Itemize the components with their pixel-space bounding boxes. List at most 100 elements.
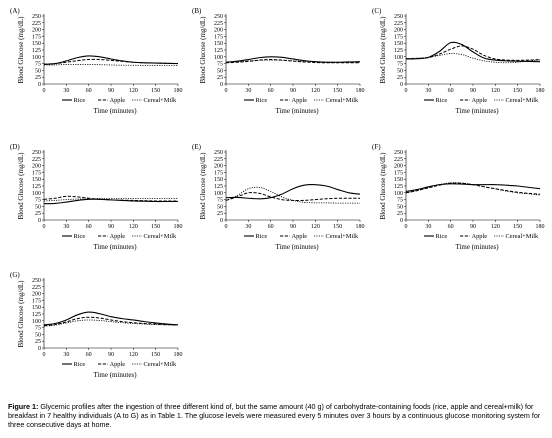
x-tick-label: 150 [151,88,160,94]
y-tick-label: 225 [394,157,403,163]
x-tick-label: 90 [108,352,114,358]
legend-label: Rice [436,97,448,104]
y-tick-label: 0 [38,82,41,88]
x-tick-label: 120 [491,88,500,94]
y-tick-label: 225 [214,157,223,163]
x-tick-label: 60 [268,88,274,94]
y-tick-label: 75 [217,62,223,68]
y-axis-label: Blood Glucose (mg/dL) [379,152,387,220]
chart-svg: (D)Blood Glucose (mg/dL)0255075100125150… [10,143,183,251]
y-tick-label: 250 [32,150,41,156]
series-line [43,195,178,202]
x-tick-label: 180 [174,88,183,94]
y-tick-label: 150 [214,41,223,47]
y-tick-label: 225 [32,285,41,291]
caption-text: Glycemic profiles after the ingestion of… [8,402,541,429]
y-tick-label: 0 [220,218,223,224]
x-tick-label: 90 [108,224,114,230]
y-tick-label: 25 [217,75,223,81]
x-tick-label: 0 [405,224,408,230]
y-tick-label: 150 [32,305,41,311]
x-tick-label: 120 [311,224,320,230]
legend-label: Cereal+Milk [506,233,540,240]
chart-panel: (E) Blood Glucose (mg/dL) 0 25 50 75 100 125 150… [186,140,366,268]
y-tick-label: 125 [32,184,41,190]
y-tick-label: 225 [394,21,403,27]
legend-label: Apple [292,97,308,104]
legend-label: Apple [110,361,126,368]
x-tick-label: 60 [448,88,454,94]
x-axis-label: Time (minutes) [455,107,499,115]
y-tick-label: 75 [35,62,41,68]
y-axis-label: Blood Glucose (mg/dL) [17,280,25,348]
x-tick-label: 90 [108,88,114,94]
x-tick-label: 180 [536,224,545,230]
y-tick-label: 75 [397,62,403,68]
x-tick-label: 0 [43,224,46,230]
y-tick-label: 0 [400,218,403,224]
legend-label: Apple [472,97,488,104]
x-tick-label: 60 [448,224,454,230]
y-tick-label: 250 [394,150,403,156]
y-tick-label: 75 [217,198,223,204]
series-line [43,319,179,327]
y-tick-label: 25 [35,211,41,217]
x-tick-label: 0 [225,88,228,94]
y-tick-label: 150 [394,41,403,47]
y-tick-label: 0 [38,346,41,352]
y-tick-label: 200 [214,28,223,34]
legend-label: Cereal+Milk [326,233,360,240]
legend-label: Cereal+Milk [506,97,540,104]
y-tick-label: 100 [394,55,403,61]
y-tick-label: 100 [394,191,403,197]
x-tick-label: 30 [63,224,69,230]
chart-svg: (F)Blood Glucose (mg/dL)0255075100125150… [372,143,545,251]
x-tick-label: 60 [86,88,92,94]
y-tick-label: 50 [35,204,41,210]
y-tick-label: 250 [32,14,41,20]
x-tick-label: 120 [129,352,138,358]
y-tick-label: 25 [397,75,403,81]
y-tick-label: 225 [32,21,41,27]
chart-svg: (C)Blood Glucose (mg/dL)0255075100125150… [372,7,545,115]
y-tick-label: 125 [214,48,223,54]
y-tick-label: 250 [214,150,223,156]
y-tick-label: 150 [32,177,41,183]
x-tick-label: 180 [356,224,365,230]
series-line [225,59,360,64]
legend-label: Cereal+Milk [144,233,178,240]
legend-label: Cereal+Milk [144,97,178,104]
x-tick-label: 180 [536,88,545,94]
x-tick-label: 120 [491,224,500,230]
y-tick-label: 125 [32,312,41,318]
x-tick-label: 150 [333,88,342,94]
panel-label: (B) [192,7,202,15]
y-tick-label: 50 [397,68,403,74]
legend-label: Rice [256,97,268,104]
legend-label: Rice [74,361,86,368]
y-tick-label: 25 [35,75,41,81]
y-tick-label: 250 [32,278,41,284]
y-tick-label: 200 [32,292,41,298]
legend-label: Rice [74,97,86,104]
y-tick-label: 50 [35,68,41,74]
legend-label: Rice [74,233,86,240]
y-tick-label: 25 [217,211,223,217]
x-tick-label: 0 [405,88,408,94]
y-tick-label: 175 [394,34,403,40]
y-tick-label: 100 [32,191,41,197]
x-axis-label: Time (minutes) [275,107,319,115]
y-tick-label: 150 [214,177,223,183]
y-tick-label: 25 [35,339,41,345]
x-tick-label: 30 [245,88,251,94]
y-tick-label: 75 [35,326,41,332]
x-tick-label: 30 [63,88,69,94]
y-tick-label: 50 [217,68,223,74]
x-tick-label: 0 [43,88,46,94]
series-line [225,186,360,204]
series-line [405,41,541,63]
y-tick-label: 175 [32,298,41,304]
legend-label: Cereal+Milk [144,361,178,368]
series-line [225,192,360,202]
legend-label: Rice [436,233,448,240]
